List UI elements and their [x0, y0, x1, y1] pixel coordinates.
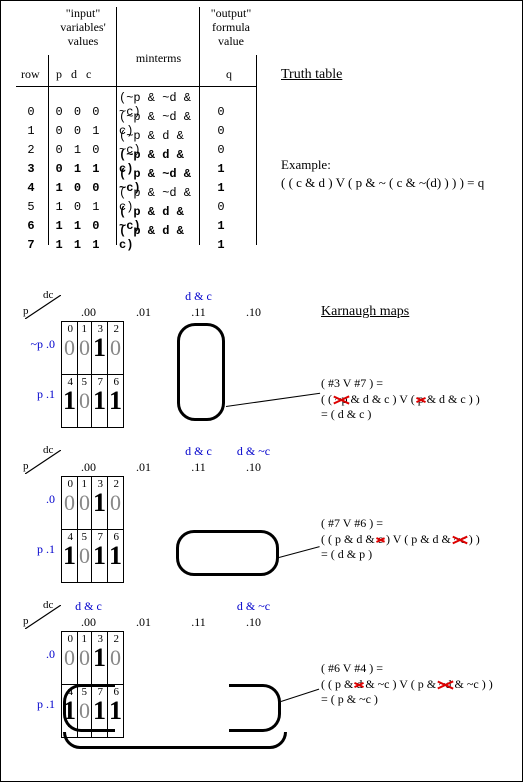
- kmap-cell: 41: [62, 375, 78, 428]
- kmap-row-label: p .1: [23, 697, 59, 712]
- anno-l2: ( ( p & d & c ) V ( p & d & ~c ) ): [321, 532, 480, 548]
- kmap-col-extra: d & ~c: [226, 599, 281, 614]
- kmap-col-label: .00: [61, 305, 116, 320]
- divider: [256, 55, 257, 245]
- kmap-col-extra: d & c: [171, 444, 226, 459]
- tt-row: 20 1 0(~p & d & ~c)0: [16, 129, 246, 148]
- truth-table-title: Truth table: [281, 67, 342, 83]
- tt-hdr-output: "output"formulavalue: [201, 7, 261, 48]
- kmap-row-label: p .1: [23, 542, 59, 557]
- tt-row: 61 1 0( p & d & ~c)1: [16, 205, 246, 224]
- anno-l1: ( #3 V #7 ) =: [321, 376, 480, 392]
- anno-l1: ( #7 V #6 ) =: [321, 516, 480, 532]
- kmap-col-extra: d & c: [171, 289, 226, 304]
- kmap-col-label: .11: [171, 305, 226, 320]
- kmap-col-label: .11: [171, 615, 226, 630]
- tt-row: 10 0 1(~p & ~d & c)0: [16, 110, 246, 129]
- lead-line: [281, 689, 319, 702]
- kmap-grid: 00103120 41507161: [61, 321, 124, 428]
- tt-pdc-lbl: p d c: [56, 67, 94, 82]
- tt-row-lbl: row: [21, 67, 40, 82]
- lead-line: [279, 546, 320, 558]
- kmap2-anno: ( #7 V #6 ) = ( ( p & d & c ) V ( p & d …: [321, 516, 480, 563]
- kmap-cell: 00: [62, 477, 78, 530]
- kmap-col-label: .01: [116, 305, 171, 320]
- anno-l3: = ( d & p ): [321, 547, 480, 563]
- kmap-col-label: .10: [226, 460, 281, 475]
- kmap-cell: 31: [92, 632, 108, 685]
- kmap-dc-label: dc: [43, 599, 53, 611]
- kmap-cell: 71: [92, 375, 108, 428]
- example-text: Example: ( ( c & d ) V ( p & ~ ( c & ~(d…: [281, 156, 484, 191]
- kmap-cell: 10: [78, 632, 92, 685]
- kmap-col-label: .01: [116, 460, 171, 475]
- kmap-cell: 00: [62, 632, 78, 685]
- kmap-dc-label: dc: [43, 444, 53, 456]
- kmap-col-extra: d & ~c: [226, 444, 281, 459]
- kmap-col-label: .00: [61, 615, 116, 630]
- kmap-cell: 10: [78, 322, 92, 375]
- kmap-p-label: p: [23, 460, 29, 472]
- kmap-p-label: p: [23, 615, 29, 627]
- kmap-col-label: .11: [171, 460, 226, 475]
- kmap-cell: 31: [92, 322, 108, 375]
- kmap-cell: 71: [92, 530, 108, 583]
- kmap2-group: [176, 530, 279, 576]
- kmap-cell: 61: [108, 375, 124, 428]
- kmap-col-label: .10: [226, 305, 281, 320]
- kmap-row-label: .0: [23, 647, 59, 662]
- kmap-p-label: p: [23, 305, 29, 317]
- kmap-cell: 50: [78, 375, 92, 428]
- kmap3-group-bottom: [63, 732, 287, 749]
- kmap-row-label: p .1: [23, 387, 59, 402]
- example-l2: ( ( c & d ) V ( p & ~ ( c & ~(d) ) ) ) =…: [281, 174, 484, 192]
- kmap-cell: 20: [108, 322, 124, 375]
- kmap-cell: 10: [78, 477, 92, 530]
- kmap1-group: [177, 323, 225, 421]
- kmap-row-label: .0: [23, 492, 59, 507]
- anno-l2: ( ( ~p & d & c ) V ( p & d & c ) ): [321, 392, 480, 408]
- kmap-cell: 00: [62, 322, 78, 375]
- anno-l3: = ( d & c ): [321, 407, 480, 423]
- tt-hdr-input: "input"variables'values: [53, 7, 113, 48]
- divider: [16, 86, 256, 87]
- kmap-cell: 31: [92, 477, 108, 530]
- kmap-cell: 50: [78, 530, 92, 583]
- kmap-row-label: ~p .0: [23, 337, 59, 352]
- tt-row: 51 0 1( p & ~d & c)0: [16, 186, 246, 205]
- kmap-col-extra: d & c: [61, 599, 116, 614]
- kmap-col-label: .01: [116, 615, 171, 630]
- tt-row: 41 0 0( p & ~d & ~c)1: [16, 167, 246, 186]
- tt-row: 71 1 1( p & d & c)1: [16, 224, 246, 243]
- tt-row: 30 1 1(~p & d & c)1: [16, 148, 246, 167]
- kmap-section-title: Karnaugh maps: [321, 304, 409, 320]
- truth-table-body: 00 0 0(~p & ~d & ~c)010 0 1(~p & ~d & c)…: [16, 91, 246, 243]
- anno-l2: ( ( p & d & ~c ) V ( p & ~d & ~c ) ): [321, 677, 493, 693]
- kmap-cell: 20: [108, 477, 124, 530]
- kmap-dc-label: dc: [43, 289, 53, 301]
- anno-l1: ( #6 V #4 ) =: [321, 661, 493, 677]
- kmap3-anno: ( #6 V #4 ) = ( ( p & d & ~c ) V ( p & ~…: [321, 661, 493, 708]
- lead-line: [226, 393, 320, 407]
- anno-l3: = ( p & ~c ): [321, 692, 493, 708]
- tt-hdr-min: minterms: [121, 52, 196, 66]
- kmap3-group-right: [229, 684, 281, 732]
- kmap-cell: 41: [62, 530, 78, 583]
- kmap-col-label: .00: [61, 460, 116, 475]
- example-l1: Example:: [281, 156, 484, 174]
- kmap-col-label: .10: [226, 615, 281, 630]
- kmap-cell: 61: [108, 530, 124, 583]
- kmap-cell: 20: [108, 632, 124, 685]
- kmap1-anno: ( #3 V #7 ) = ( ( ~p & d & c ) V ( p & d…: [321, 376, 480, 423]
- kmap-grid: 00103120 41507161: [61, 476, 124, 583]
- tt-row: 00 0 0(~p & ~d & ~c)0: [16, 91, 246, 110]
- tt-q-lbl: q: [226, 67, 232, 82]
- kmap3-group-left: [63, 684, 115, 732]
